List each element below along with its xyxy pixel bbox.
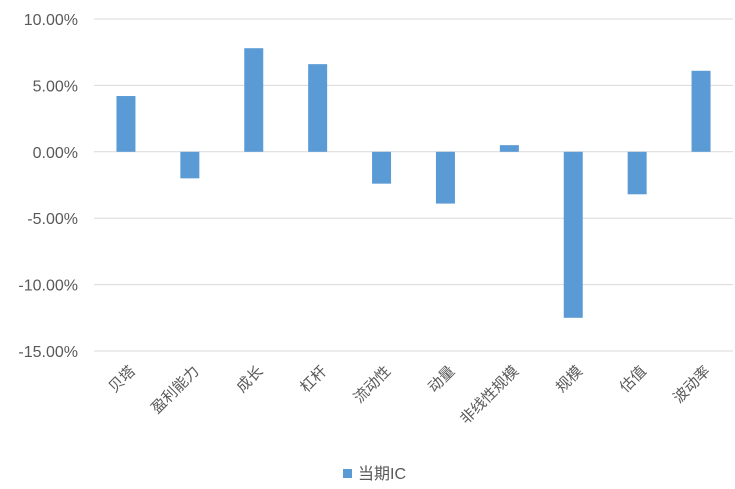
x-tick-label: 贝塔 [105,362,139,396]
bar [499,145,519,152]
legend: 当期IC [343,465,406,483]
y-tick-label: 0.00% [33,145,78,162]
bar [691,70,711,152]
x-tick-label: 规模 [552,362,586,396]
bar [627,151,647,195]
y-tick-label: -10.00% [18,278,78,295]
x-tick-label: 波动率 [669,362,714,407]
x-tick-label: 非线性规模 [456,362,522,428]
x-tick-label: 成长 [233,362,267,396]
bar [372,151,392,184]
gridlines [94,18,733,352]
x-tick-label: 杠杆 [297,362,331,396]
y-tick-label: 10.00% [24,12,78,29]
bars [116,48,711,318]
y-tick-label: 5.00% [33,78,78,95]
bar [308,64,328,152]
x-tick-label: 动量 [424,362,458,396]
bar [180,151,200,179]
bar [435,151,455,204]
y-tick-label: -5.00% [27,211,78,228]
y-tick-label: -15.00% [18,344,78,361]
x-tick-label: 流动性 [350,362,395,407]
y-axis-ticks: 10.00% 5.00% 0.00% -5.00% -10.00% -15.00% [18,12,78,361]
bar [244,48,264,152]
bar [563,151,583,318]
legend-label: 当期IC [358,465,406,483]
bar [116,96,136,152]
x-tick-label: 估值 [616,362,650,396]
legend-swatch [343,469,352,478]
x-tick-label: 盈利能力 [148,362,203,417]
